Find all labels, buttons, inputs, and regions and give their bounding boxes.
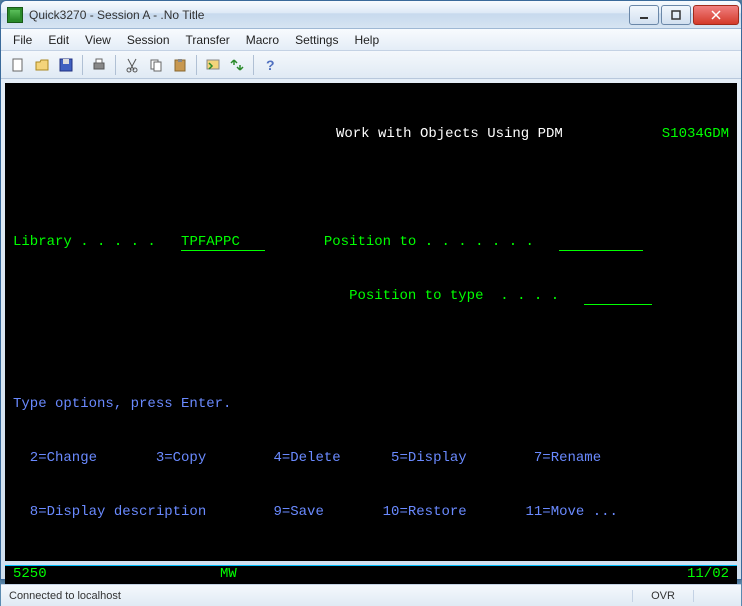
minimize-button[interactable] [629,5,659,25]
insert-mode: OVR [632,590,693,602]
menu-settings[interactable]: Settings [287,31,346,49]
status-protocol: 5250 [13,566,47,584]
system-id: S1034GDM [662,125,729,143]
statusbar: Connected to localhost OVR [1,584,741,606]
options-row-1: 2=Change 3=Copy 4=Delete 5=Display 7=Ren… [13,449,729,467]
copy-icon [148,57,164,73]
menu-transfer[interactable]: Transfer [178,31,238,49]
library-label: Library . . . . . [13,233,156,251]
minimize-icon [639,10,649,20]
open-icon [34,57,50,73]
menu-view[interactable]: View [77,31,119,49]
menubar: File Edit View Session Transfer Macro Se… [1,29,741,51]
help-icon: ? [262,57,278,73]
window-controls [627,5,739,25]
screen-icon [205,57,221,73]
help-button[interactable]: ? [259,54,281,76]
statusbar-empty [693,590,733,602]
toolbar-separator [253,55,254,75]
position-to-field[interactable] [559,233,643,251]
titlebar[interactable]: Quick3270 - Session A - .No Title [1,1,741,29]
options-row-2: 8=Display description 9=Save 10=Restore … [13,503,729,521]
close-button[interactable] [693,5,739,25]
print-button[interactable] [88,54,110,76]
toolbar-separator [115,55,116,75]
new-icon [10,57,26,73]
app-icon [7,7,23,23]
new-button[interactable] [7,54,29,76]
terminal-screen[interactable]: Work with Objects Using PDMS1034GDM Libr… [5,83,737,561]
refresh-button[interactable] [226,54,248,76]
type-options-label: Type options, press Enter. [13,395,231,413]
open-button[interactable] [31,54,53,76]
status-position: 11/02 [687,566,729,584]
menu-session[interactable]: Session [119,31,178,49]
screen-title: Work with Objects Using PDMS1034GDM [13,125,729,143]
window-title: Quick3270 - Session A - .No Title [29,8,627,22]
menu-edit[interactable]: Edit [40,31,77,49]
position-type-label: Position to type . . . . [349,287,559,305]
paste-icon [172,57,188,73]
save-icon [58,57,74,73]
close-icon [711,10,721,20]
toolbar: ? [1,51,741,79]
position-to-label: Position to . . . . . . . [324,233,534,251]
terminal-status: 5250 MW 11/02 [5,566,737,584]
save-button[interactable] [55,54,77,76]
screen-button[interactable] [202,54,224,76]
menu-macro[interactable]: Macro [238,31,287,49]
maximize-button[interactable] [661,5,691,25]
cut-button[interactable] [121,54,143,76]
maximize-icon [671,10,681,20]
position-type-field[interactable] [584,287,651,305]
connection-status: Connected to localhost [9,590,121,602]
paste-button[interactable] [169,54,191,76]
print-icon [91,57,107,73]
menu-help[interactable]: Help [346,31,387,49]
refresh-icon [229,57,245,73]
svg-text:?: ? [266,57,275,73]
menu-file[interactable]: File [5,31,40,49]
toolbar-separator [82,55,83,75]
toolbar-separator [196,55,197,75]
app-window: Quick3270 - Session A - .No Title File E… [0,0,742,580]
library-field[interactable]: TPFAPPC [181,233,265,251]
copy-button[interactable] [145,54,167,76]
cut-icon [124,57,140,73]
